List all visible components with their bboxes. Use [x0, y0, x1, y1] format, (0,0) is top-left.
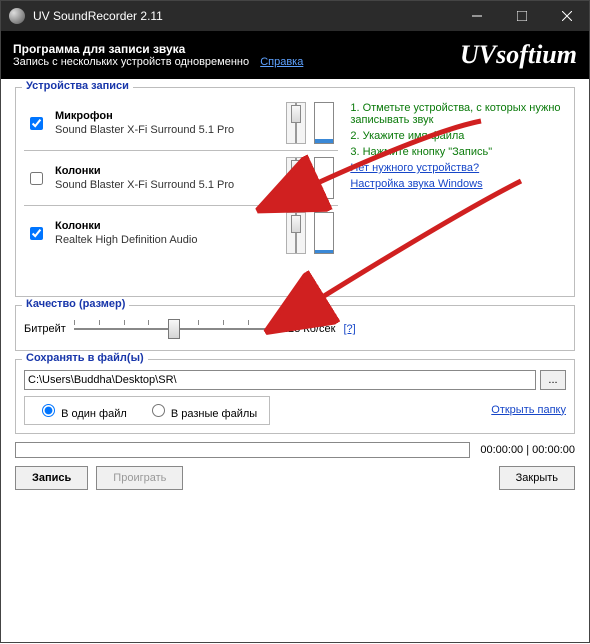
vu-meter — [314, 102, 334, 144]
progress-bar — [15, 442, 470, 458]
volume-slider[interactable] — [286, 212, 306, 254]
vu-meter — [314, 212, 334, 254]
radio-multi-file[interactable]: В разные файлы — [147, 401, 257, 420]
device-checkbox[interactable] — [30, 227, 43, 240]
save-section: Сохранять в файл(ы) ... В один файл В ра… — [15, 359, 575, 434]
time-display: 00:00:00 | 00:00:00 — [480, 444, 575, 456]
open-folder-link[interactable]: Открыть папку — [491, 404, 566, 416]
progress-row: 00:00:00 | 00:00:00 — [15, 442, 575, 458]
titlebar: UV SoundRecorder 2.11 — [1, 1, 589, 31]
quality-legend: Качество (размер) — [22, 298, 129, 310]
bitrate-help[interactable]: [?] — [343, 323, 355, 335]
hint-step2: 2. Укажите имя файла — [350, 130, 566, 142]
device-name: Микрофон — [55, 110, 278, 122]
quality-section: Качество (размер) Битрейт 128 Кб/сек [?] — [15, 305, 575, 351]
device-row: Колонки Realtek High Definition Audio — [24, 208, 338, 258]
header: Программа для записи звука Запись с неск… — [1, 31, 589, 79]
vu-meter — [314, 157, 334, 199]
device-name: Колонки — [55, 165, 278, 177]
close-button[interactable] — [544, 1, 589, 31]
device-row: Микрофон Sound Blaster X-Fi Surround 5.1 … — [24, 98, 338, 148]
brand-logo: UVsoftium — [460, 40, 577, 70]
help-link[interactable]: Справка — [260, 56, 303, 68]
hint-step1: 1. Отметьте устройства, с которых нужно … — [350, 102, 566, 126]
browse-button[interactable]: ... — [540, 370, 566, 390]
hint-step3: 3. Нажмите кнопку "Запись" — [350, 146, 566, 158]
bitrate-slider[interactable] — [74, 316, 274, 342]
device-checkbox[interactable] — [30, 117, 43, 130]
maximize-button[interactable] — [499, 1, 544, 31]
volume-slider[interactable] — [286, 102, 306, 144]
devices-section: Устройства записи МикрофонSound Blaster … — [15, 87, 575, 297]
close-app-button[interactable]: Закрыть — [499, 466, 575, 490]
device-row: Колонки Sound Blaster X-Fi Surround 5.1 P… — [24, 153, 338, 203]
device-desc: Sound Blaster X-Fi Surround 5.1 Pro — [55, 124, 278, 136]
window-title: UV SoundRecorder 2.11 — [33, 9, 454, 23]
header-subtitle: Запись с нескольких устройств одновремен… — [13, 56, 460, 68]
save-path-input[interactable] — [24, 370, 536, 390]
app-icon — [9, 8, 25, 24]
device-desc: Sound Blaster X-Fi Surround 5.1 Pro — [55, 179, 278, 191]
header-title: Программа для записи звука — [13, 42, 460, 56]
record-button[interactable]: Запись — [15, 466, 88, 490]
bitrate-label: Битрейт — [24, 323, 66, 335]
radio-single-file[interactable]: В один файл — [37, 401, 127, 420]
bitrate-value: 128 Кб/сек — [282, 323, 336, 335]
device-checkbox[interactable] — [30, 172, 43, 185]
devices-legend: Устройства записи — [22, 80, 133, 92]
play-button[interactable]: Проиграть — [96, 466, 183, 490]
hints: 1. Отметьте устройства, с которых нужно … — [350, 98, 566, 258]
save-legend: Сохранять в файл(ы) — [22, 352, 148, 364]
device-desc: Realtek High Definition Audio — [55, 234, 278, 246]
device-name: Колонки — [55, 220, 278, 232]
volume-slider[interactable] — [286, 157, 306, 199]
minimize-button[interactable] — [454, 1, 499, 31]
link-no-device[interactable]: Нет нужного устройства? — [350, 162, 566, 174]
link-windows-sound[interactable]: Настройка звука Windows — [350, 178, 566, 190]
